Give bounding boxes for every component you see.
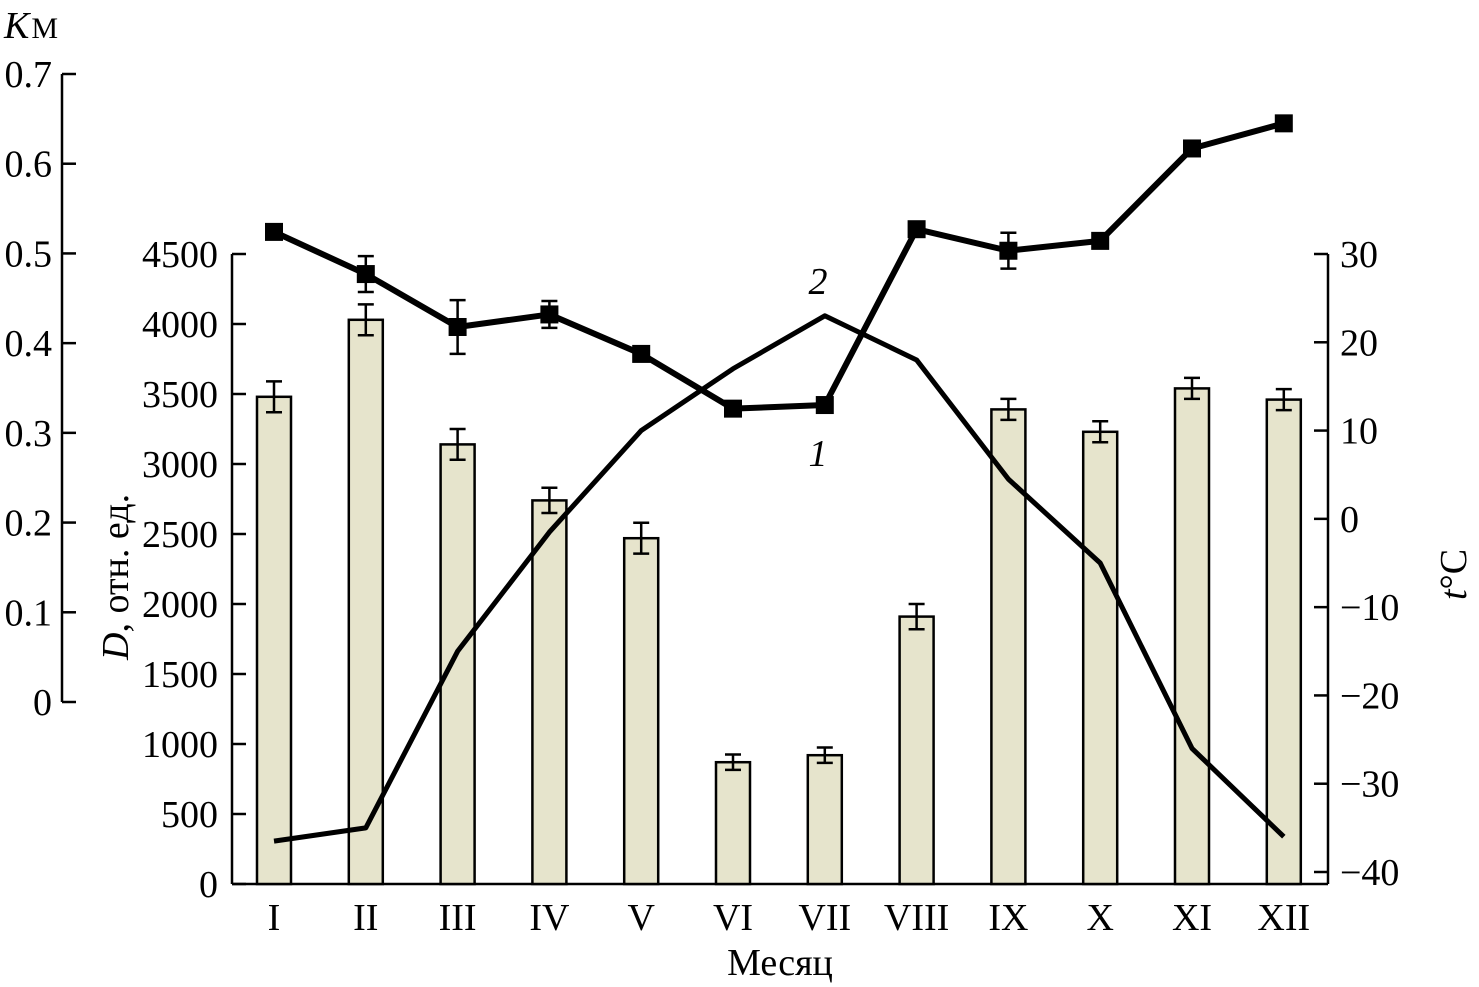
x-tick-label: I	[268, 897, 281, 939]
x-tick-label: IX	[988, 897, 1028, 939]
km-tick-label: 0.2	[5, 503, 53, 545]
series-1-point	[540, 305, 559, 324]
x-tick-label: VIII	[884, 897, 949, 939]
bar-error-bar	[449, 427, 466, 462]
x-tick-label: VI	[713, 897, 753, 939]
km-tick-label: 0.3	[5, 413, 53, 455]
t-tick-label: 0	[1340, 499, 1359, 541]
bar	[531, 499, 568, 886]
bar-error-bar	[1000, 397, 1017, 422]
bar	[1265, 398, 1303, 886]
bar-error-bar	[816, 746, 833, 765]
d-tick-label: 2000	[142, 584, 218, 626]
km-tick-label: 0	[33, 682, 52, 724]
series-1-point	[448, 317, 467, 336]
t-tick-label: −10	[1340, 587, 1399, 629]
series-1-point	[265, 222, 283, 241]
series-1-line	[272, 120, 1285, 412]
d-tick-label: 3000	[142, 444, 218, 486]
series-1-point	[1183, 139, 1201, 158]
series-1-point	[1091, 231, 1110, 250]
t-tick-label: −40	[1340, 852, 1399, 894]
bar-error-bar	[541, 486, 558, 515]
series-1-annotation: 1	[809, 433, 828, 475]
series-1-point	[356, 265, 375, 284]
labels: 0 0.1 0.2 0.3 0.4 0.5 0.6 0.7 0 500 1000 1500 2000 25…	[5, 54, 1400, 939]
bar-error-bar	[1275, 387, 1292, 412]
x-tick-label: VII	[798, 897, 851, 939]
km-tick-label: 0.4	[5, 323, 53, 365]
bar-error-bar	[908, 602, 925, 631]
bar-error-bar	[633, 521, 650, 555]
km-tick-label: 0.1	[5, 592, 53, 634]
t-tick-label: 10	[1340, 411, 1378, 453]
series-2-line	[273, 313, 1286, 844]
bars	[255, 303, 1303, 886]
bar	[714, 760, 752, 886]
x-tick-label: III	[439, 897, 477, 939]
t-tick-label: 20	[1340, 322, 1378, 364]
bar	[255, 395, 293, 886]
d-axis-title: D, отн. ед.	[95, 494, 137, 661]
bar	[347, 318, 385, 886]
km-tick-label: 0.7	[5, 54, 53, 96]
d-tick-label: 1000	[142, 724, 218, 766]
x-tick-label: XI	[1172, 897, 1212, 939]
t-tick-label: 30	[1340, 234, 1378, 276]
bar-error-bar	[1092, 420, 1109, 444]
d-tick-label: 0	[199, 864, 218, 906]
bar	[806, 753, 844, 886]
series-1-point	[907, 220, 926, 239]
t-axis-title: t°C	[1433, 549, 1475, 600]
t-tick-label: −20	[1340, 675, 1399, 717]
series-1-point	[999, 241, 1018, 260]
series-1-point	[724, 399, 742, 418]
d-tick-label: 4000	[142, 304, 218, 346]
bar-error-bar	[725, 753, 741, 772]
series-1-point	[815, 396, 834, 415]
t-tick-label: −30	[1340, 764, 1399, 806]
x-tick-label: XII	[1257, 897, 1310, 939]
series-2-annotation: 2	[809, 261, 828, 303]
x-tick-label: IV	[529, 897, 570, 939]
bar-error-bar	[266, 380, 282, 414]
km-tick-label: 0.6	[5, 144, 53, 186]
axes	[60, 72, 1330, 886]
d-tick-label: 2500	[142, 514, 218, 556]
bar	[1173, 387, 1211, 886]
x-tick-label: X	[1086, 897, 1113, 939]
km-axis-title: KМ	[3, 5, 58, 47]
x-tick-label: V	[627, 897, 655, 939]
d-tick-label: 1500	[142, 654, 218, 696]
d-tick-label: 3500	[142, 374, 218, 416]
bar	[622, 536, 660, 886]
lines	[265, 114, 1293, 844]
bar	[898, 615, 935, 886]
bar-error-bar	[357, 303, 374, 337]
km-tick-label: 0.5	[5, 233, 53, 275]
d-tick-label: 4500	[142, 234, 218, 276]
bar	[439, 443, 476, 886]
bar	[1081, 430, 1119, 886]
d-tick-label: 500	[161, 794, 218, 836]
series-1-point	[1274, 114, 1293, 133]
x-tick-label: II	[353, 897, 378, 939]
bar-error-bar	[1184, 376, 1200, 401]
x-axis-title: Месяц	[727, 942, 833, 984]
series-1-point	[632, 344, 651, 363]
